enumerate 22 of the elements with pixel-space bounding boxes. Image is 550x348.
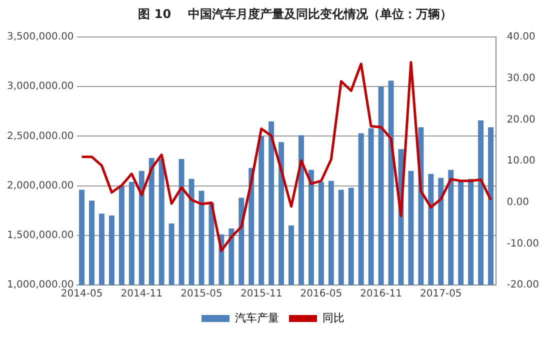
- y-tick-label: 3,500,000.00: [7, 32, 74, 43]
- y-tick-label: 3,000,000.00: [7, 81, 74, 92]
- chart-title: 图 10 中国汽车月度产量及同比变化情况（单位：万辆）: [137, 6, 453, 23]
- x-tick-label: 2015-11: [240, 288, 282, 300]
- x-tick-label: 2015-05: [180, 288, 222, 300]
- y2-tick-label: 20.00: [506, 114, 536, 126]
- x-tick-label: 2014-05: [60, 288, 103, 300]
- y-tick-label: 2,000,000.00: [7, 180, 74, 192]
- y2-tick-label: 30.00: [506, 72, 536, 84]
- y-tick-label: 1,500,000.00: [7, 230, 74, 241]
- y2-tick-label: 10.00: [506, 156, 536, 167]
- legend-label: 同比: [322, 311, 344, 324]
- y2-tick-label: 40.00: [506, 32, 536, 43]
- y-tick-label: 2,500,000.00: [7, 130, 74, 142]
- x-tick-label: 2016-11: [360, 288, 402, 300]
- x-tick-label: 2017-05: [420, 288, 462, 300]
- y2-tick-label: -10.00: [506, 238, 540, 250]
- x-tick-label: 2014-11: [120, 288, 163, 300]
- x-tick-label: 2016-05: [300, 288, 342, 300]
- y2-tick-label: -20.00: [506, 280, 540, 291]
- y2-tick-label: 0.00: [506, 196, 530, 208]
- legend-label: 汽车产量: [235, 311, 279, 324]
